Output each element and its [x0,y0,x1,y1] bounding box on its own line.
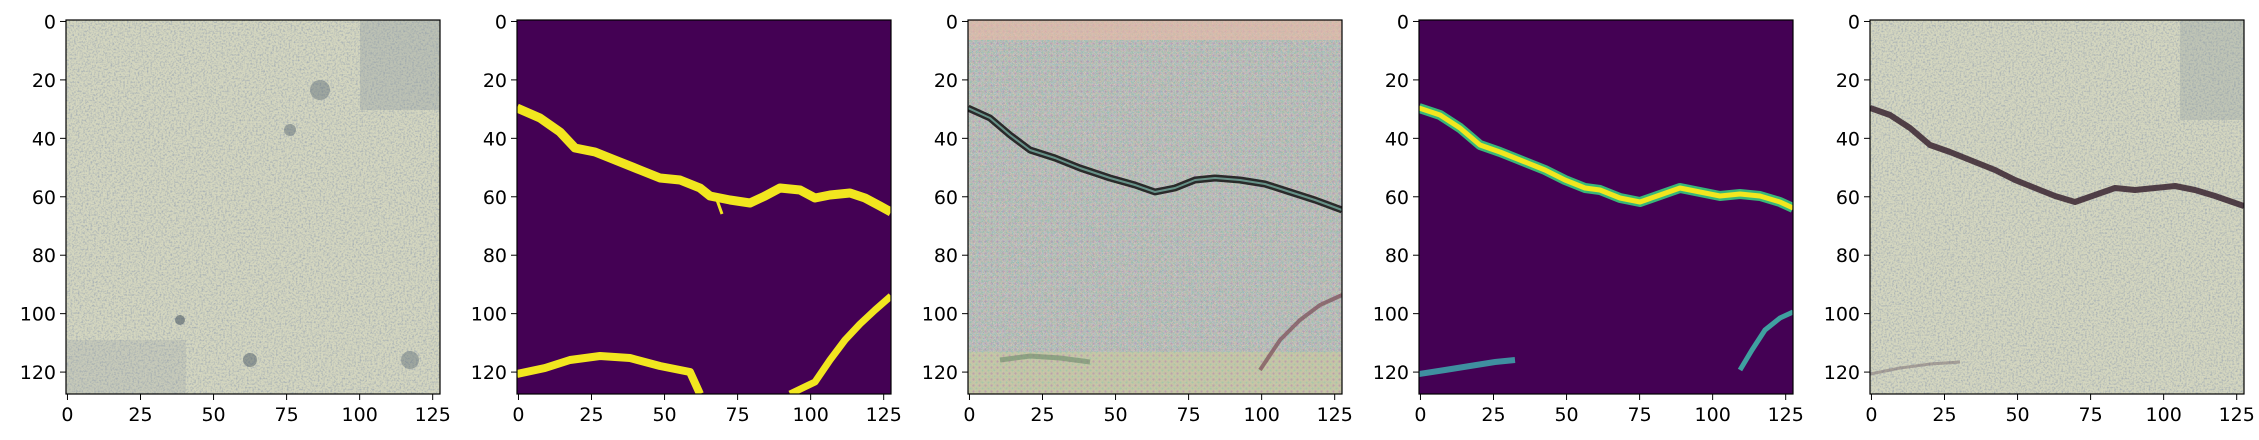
panel-3-generated-image [968,20,1342,394]
panel-5-overlay-image [1870,20,2244,394]
y-tick-label: 40 [1385,128,1409,150]
y-tick-label: 60 [1385,187,1409,209]
y-tick-label: 0 [1848,11,1860,33]
y-tick-label: 40 [1836,128,1860,150]
x-tick-label: 125 [2219,404,2255,426]
y-tick-label: 20 [32,70,56,92]
x-tick-label: 75 [1628,404,1652,426]
panel-3-frame [967,19,1343,395]
y-tick-label: 120 [922,362,958,384]
y-tick-label: 40 [483,128,507,150]
y-tick-label: 100 [471,304,507,326]
y-tick-label: 80 [483,245,507,267]
y-tick-label: 120 [1373,362,1409,384]
y-tick-label: 80 [934,245,958,267]
x-tick-label: 100 [342,404,378,426]
y-tick-label: 60 [934,187,958,209]
x-tick-label: 50 [652,404,676,426]
x-tick-label: 0 [61,404,73,426]
y-tick-label: 0 [44,11,56,33]
panel-4-frame [1418,19,1794,395]
x-tick-label: 0 [1865,404,1877,426]
y-tick-label: 20 [1836,70,1860,92]
x-tick-label: 0 [512,404,524,426]
y-tick-label: 100 [1824,304,1860,326]
y-tick-label: 20 [934,70,958,92]
y-tick-label: 0 [1397,11,1409,33]
x-tick-label: 100 [793,404,829,426]
y-tick-label: 40 [32,128,56,150]
x-tick-label: 100 [1695,404,1731,426]
x-tick-label: 0 [963,404,975,426]
x-tick-label: 125 [866,404,902,426]
y-tick-label: 120 [20,362,56,384]
panel-2-mask-image [517,20,891,394]
x-tick-label: 75 [726,404,750,426]
y-tick-label: 80 [1836,245,1860,267]
y-tick-label: 100 [20,304,56,326]
x-tick-label: 50 [1554,404,1578,426]
y-tick-label: 40 [934,128,958,150]
x-tick-label: 25 [1481,404,1505,426]
x-tick-label: 125 [415,404,451,426]
x-tick-label: 100 [1244,404,1280,426]
y-tick-label: 0 [946,11,958,33]
y-tick-label: 80 [32,245,56,267]
x-tick-label: 25 [1932,404,1956,426]
panel-1-concrete-image [66,20,440,394]
y-tick-label: 0 [495,11,507,33]
y-tick-label: 80 [1385,245,1409,267]
x-tick-label: 25 [579,404,603,426]
x-tick-label: 50 [201,404,225,426]
y-tick-label: 20 [483,70,507,92]
y-tick-label: 60 [32,187,56,209]
y-tick-label: 100 [922,304,958,326]
panel-5-frame [1869,19,2245,395]
x-tick-label: 50 [2005,404,2029,426]
panel-1-frame [65,19,441,395]
x-tick-label: 75 [275,404,299,426]
panel-2-frame [516,19,892,395]
y-tick-label: 120 [471,362,507,384]
y-tick-label: 120 [1824,362,1860,384]
x-tick-label: 125 [1768,404,1804,426]
y-tick-label: 60 [483,187,507,209]
x-tick-label: 25 [128,404,152,426]
y-tick-label: 60 [1836,187,1860,209]
x-tick-label: 75 [2079,404,2103,426]
x-tick-label: 50 [1103,404,1127,426]
x-tick-label: 25 [1030,404,1054,426]
x-tick-label: 125 [1317,404,1353,426]
x-tick-label: 100 [2146,404,2182,426]
panel-4-prediction-image [1419,20,1793,394]
y-tick-label: 20 [1385,70,1409,92]
x-tick-label: 75 [1177,404,1201,426]
y-tick-label: 100 [1373,304,1409,326]
x-tick-label: 0 [1414,404,1426,426]
